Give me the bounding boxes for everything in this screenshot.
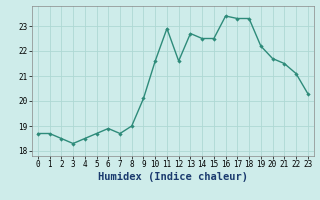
- X-axis label: Humidex (Indice chaleur): Humidex (Indice chaleur): [98, 172, 248, 182]
